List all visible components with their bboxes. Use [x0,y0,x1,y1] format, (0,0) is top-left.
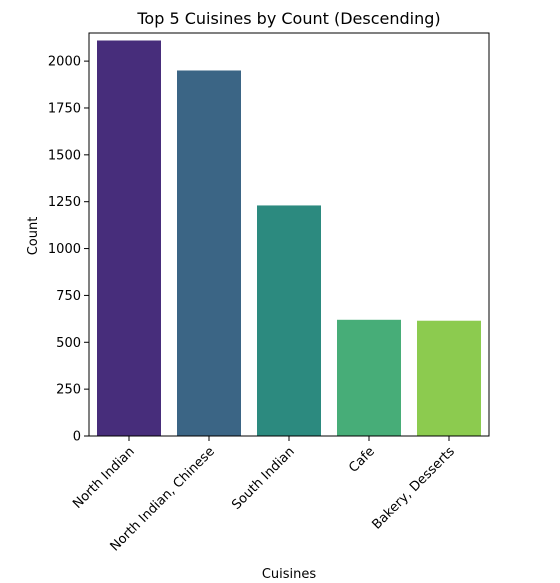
x-axis-label: Cuisines [262,567,317,582]
y-axis: 0 250 500 750 1000 1250 1500 1750 2000 [48,55,89,445]
chart-title: Top 5 Cuisines by Count (Descending) [136,9,440,28]
x-tick-label: North Indian [70,444,138,512]
bar-2 [177,70,241,436]
y-tick-label: 1750 [48,101,81,116]
plot-frame [88,32,490,437]
y-tick-label: 2000 [48,55,81,70]
y-axis-label: Count [26,217,41,256]
y-tick-label: 1500 [48,148,81,163]
y-tick-label: 1250 [48,195,81,210]
x-tick-label: South Indian [229,444,298,513]
bar-5 [417,320,481,436]
y-tick-label: 750 [56,289,81,304]
y-tick-label: 0 [73,430,81,445]
bar-4 [337,319,401,436]
bar-3 [257,205,321,436]
bars-layer [97,40,481,436]
y-tick-label: 500 [56,336,81,351]
y-tick-label: 250 [56,383,81,398]
bar-1 [97,40,161,436]
x-tick-label: Cafe [346,444,378,476]
y-tick-label: 1000 [48,242,81,257]
x-tick-label: Bakery, Desserts [369,444,458,533]
